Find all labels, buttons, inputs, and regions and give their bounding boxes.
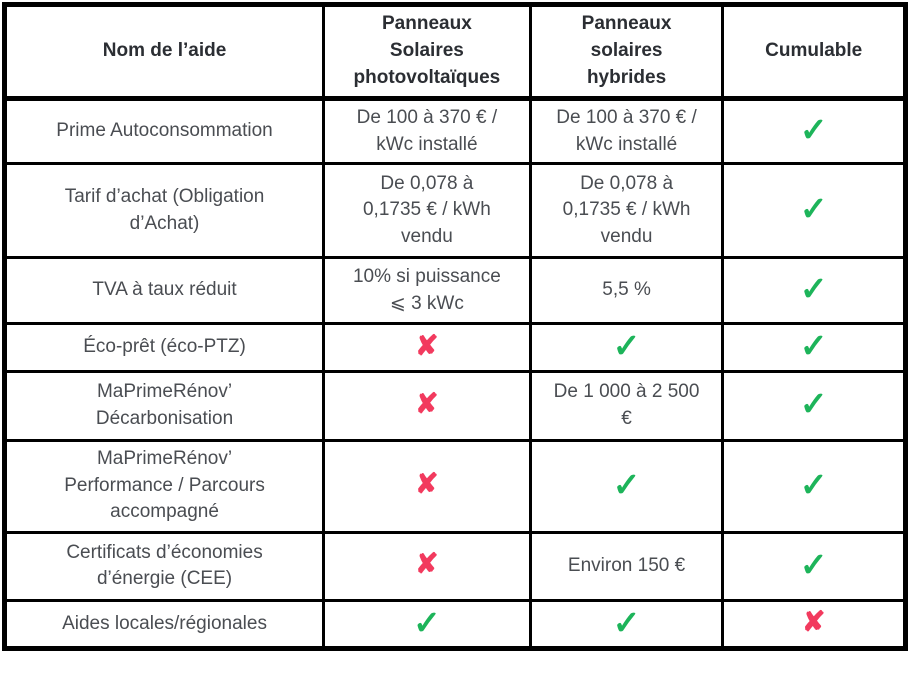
check-icon: ✓: [612, 603, 641, 641]
table-row: Certificats d’économies d’énergie (CEE) ✘…: [2, 530, 907, 602]
mark-cell: ✓: [721, 530, 907, 602]
mark-cell: ✘: [322, 530, 532, 602]
aid-name-cell: Éco-prêt (éco-PTZ): [2, 322, 326, 373]
mark-cell: ✓: [528, 322, 725, 373]
aid-name-cell: Aides locales/régionales: [2, 598, 326, 651]
check-icon: ✓: [612, 465, 641, 503]
mark-cell: ✓: [721, 369, 907, 442]
aid-name-cell: MaPrimeRénov’ Décarbonisation: [2, 369, 326, 442]
table-row: Aides locales/régionales ✓ ✓ ✘: [2, 598, 907, 651]
cross-icon: ✘: [415, 468, 439, 500]
cross-icon: ✘: [415, 387, 439, 419]
check-icon: ✓: [799, 545, 828, 583]
aid-name-cell: Tarif d’achat (Obligation d’Achat): [2, 162, 326, 260]
table-row: TVA à taux réduit 10% si puissance ⩽ 3 kW…: [2, 256, 907, 326]
table-row: Éco-prêt (éco-PTZ) ✘ ✓ ✓: [2, 322, 907, 373]
cross-icon: ✘: [415, 548, 439, 580]
table-body: Prime Autoconsommation De 100 à 370 € / k…: [2, 96, 907, 651]
col-header-cumulable: Cumulable: [721, 3, 907, 101]
mark-cell: ✓: [721, 322, 907, 373]
mark-cell: ✓: [322, 598, 532, 651]
mark-cell: ✓: [721, 96, 907, 166]
value-cell: De 1 000 à 2 500 €: [528, 369, 725, 442]
value-cell: De 0,078 à 0,1735 € / kWh vendu: [528, 162, 725, 260]
mark-cell: ✓: [528, 438, 725, 534]
cross-icon: ✘: [801, 606, 826, 638]
aides-table: Nom de l’aide Panneaux Solaires photovol…: [2, 2, 908, 652]
check-icon: ✓: [799, 385, 828, 423]
check-icon: ✓: [799, 465, 828, 503]
col-header-panneaux-photovoltaiques: Panneaux Solaires photovoltaïques: [322, 3, 532, 101]
check-icon: ✓: [612, 327, 641, 365]
check-icon: ✓: [799, 327, 828, 365]
mark-cell: ✓: [528, 598, 725, 651]
value-cell: 5,5 %: [528, 256, 725, 326]
table-row: Prime Autoconsommation De 100 à 370 € / k…: [2, 96, 907, 166]
cross-icon: ✘: [415, 329, 439, 361]
check-icon: ✓: [799, 111, 828, 149]
mark-cell: ✘: [322, 369, 532, 442]
value-cell: De 0,078 à 0,1735 € / kWh vendu: [322, 162, 532, 260]
mark-cell: ✓: [721, 162, 907, 260]
col-header-nom-aide: Nom de l’aide: [2, 3, 326, 101]
header-row: Nom de l’aide Panneaux Solaires photovol…: [2, 3, 907, 101]
value-cell: De 100 à 370 € / kWc installé: [322, 96, 532, 166]
mark-cell: ✓: [721, 256, 907, 326]
check-icon: ✓: [799, 190, 828, 228]
check-icon: ✓: [799, 270, 828, 308]
aid-name-cell: TVA à taux réduit: [2, 256, 326, 326]
check-icon: ✓: [413, 603, 441, 641]
table-row: MaPrimeRénov’ Performance / Parcours acc…: [2, 438, 907, 534]
mark-cell: ✘: [721, 598, 907, 651]
table-row: MaPrimeRénov’ Décarbonisation ✘ De 1 000 à…: [2, 369, 907, 442]
aid-name-cell: Certificats d’économies d’énergie (CEE): [2, 530, 326, 602]
col-header-panneaux-hybrides: Panneaux solaires hybrides: [528, 3, 725, 101]
aid-name-cell: MaPrimeRénov’ Performance / Parcours acc…: [2, 438, 326, 534]
value-cell: Environ 150 €: [528, 530, 725, 602]
mark-cell: ✘: [322, 438, 532, 534]
value-cell: 10% si puissance ⩽ 3 kWc: [322, 256, 532, 326]
aid-name-cell: Prime Autoconsommation: [2, 96, 326, 166]
mark-cell: ✘: [322, 322, 532, 373]
table-row: Tarif d’achat (Obligation d’Achat) De 0,0…: [2, 162, 907, 260]
value-cell: De 100 à 370 € / kWc installé: [528, 96, 725, 166]
mark-cell: ✓: [721, 438, 907, 534]
